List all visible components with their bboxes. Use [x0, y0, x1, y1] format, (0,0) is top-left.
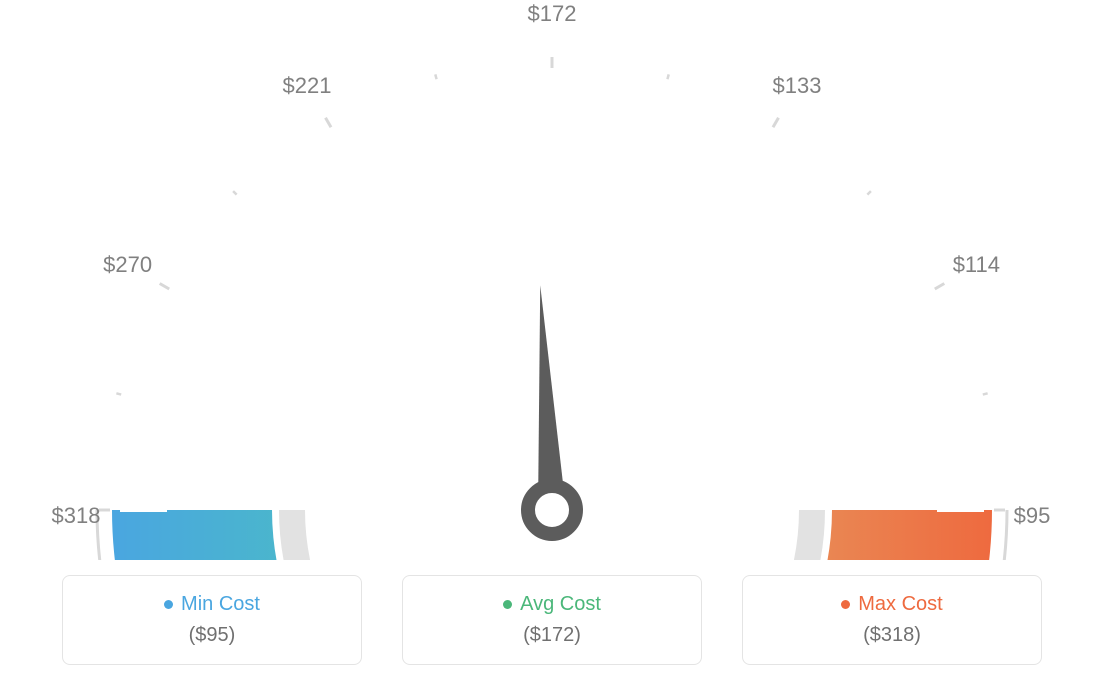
legend-value-max: ($318): [863, 624, 921, 647]
gauge-tick: [116, 393, 121, 394]
gauge-tick-label: $172: [528, 1, 577, 27]
gauge-tick: [667, 74, 668, 79]
gauge-tick: [247, 205, 268, 226]
dot-icon: [841, 600, 850, 609]
legend-card-avg: Avg Cost ($172): [402, 575, 702, 665]
gauge-tick: [867, 191, 871, 195]
gauge-hub: [528, 486, 576, 534]
gauge-tick: [178, 294, 219, 318]
legend-title-max: Max Cost: [841, 593, 942, 616]
gauge-tick: [745, 136, 769, 177]
gauge: $95$114$133$172$221$270$318: [52, 20, 1052, 560]
gauge-tick: [233, 191, 237, 195]
gauge-tick: [440, 93, 448, 122]
legend-value-avg: ($172): [523, 624, 581, 647]
gauge-tick: [160, 284, 170, 290]
dot-icon: [503, 600, 512, 609]
gauge-tick: [940, 398, 969, 406]
legend-title-avg: Avg Cost: [503, 593, 601, 616]
gauge-tick-label: $221: [283, 73, 332, 99]
legend-value-min: ($95): [189, 624, 236, 647]
legend-card-max: Max Cost ($318): [742, 575, 1042, 665]
gauge-tick: [836, 205, 857, 226]
gauge-tick: [935, 284, 945, 290]
gauge-tick-label: $133: [773, 73, 822, 99]
legend-label-max: Max Cost: [858, 593, 942, 616]
gauge-svg: [52, 20, 1052, 560]
gauge-tick-label: $114: [953, 252, 1000, 278]
gauge-needle: [538, 285, 566, 510]
dot-icon: [164, 600, 173, 609]
gauge-tick: [326, 118, 332, 128]
legend-row: Min Cost ($95) Avg Cost ($172) Max Cost …: [62, 575, 1042, 665]
chart-container: $95 $114 $133 $172 $221 $270 $318 Min Cost ($9…: [0, 0, 1104, 690]
gauge-tick-label: $270: [103, 252, 152, 278]
gauge-tick: [656, 93, 664, 122]
gauge-tick: [983, 393, 988, 394]
gauge-tick: [336, 136, 360, 177]
gauge-tick: [435, 74, 436, 79]
gauge-tick: [135, 398, 164, 406]
legend-label-avg: Avg Cost: [520, 593, 601, 616]
legend-title-min: Min Cost: [164, 593, 260, 616]
gauge-tick: [885, 294, 926, 318]
gauge-tick: [773, 118, 779, 128]
legend-label-min: Min Cost: [181, 593, 260, 616]
gauge-tick-label: $95: [1014, 503, 1051, 529]
gauge-tick-label: $318: [52, 503, 101, 529]
legend-card-min: Min Cost ($95): [62, 575, 362, 665]
